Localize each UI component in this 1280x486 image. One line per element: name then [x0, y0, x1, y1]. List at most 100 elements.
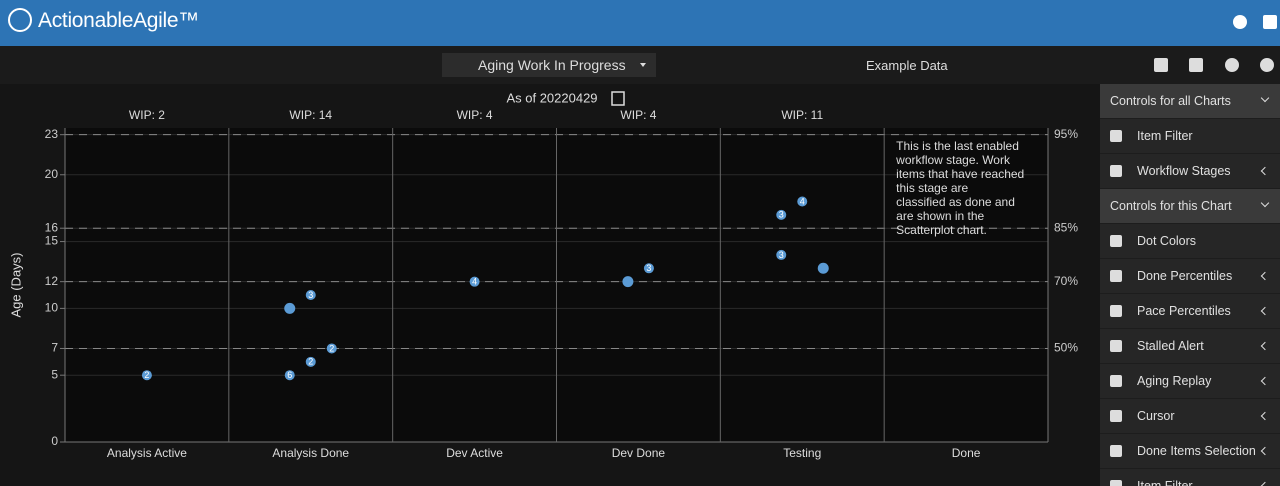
stage-label: Analysis Done — [272, 446, 349, 460]
sidebar-label: Done Items Selection — [1137, 444, 1256, 458]
sidebar-label: Item Filter — [1137, 129, 1193, 143]
sidebar-item[interactable]: Dot Colors — [1100, 224, 1280, 259]
chevron — [1260, 93, 1270, 103]
sidebar-label: Workflow Stages — [1137, 164, 1231, 178]
y-tick-label: 5 — [51, 367, 58, 381]
sidebar-section[interactable]: Controls for all Charts — [1100, 84, 1280, 119]
chevron — [1260, 166, 1270, 176]
wip-label: WIP: 4 — [620, 108, 656, 122]
dot — [326, 343, 337, 354]
dot — [776, 249, 787, 260]
chevron — [1260, 481, 1270, 486]
dot-count: 2 — [308, 357, 313, 367]
settings-icon[interactable] — [1225, 58, 1239, 72]
sidebar-label: Item Filter — [1137, 479, 1193, 486]
annotation-line: This is the last enabled — [896, 139, 1019, 153]
sidebar-label: Controls for all Charts — [1110, 94, 1231, 108]
sidebar-icon — [1110, 165, 1122, 177]
y2-tick-label: 95% — [1054, 127, 1078, 141]
dot — [622, 276, 634, 288]
annotation-line: this stage are — [896, 181, 968, 195]
stage-label: Testing — [783, 446, 821, 460]
y-tick-label: 23 — [45, 127, 59, 141]
dataset-name: Example Data — [866, 58, 948, 73]
sidebar-item[interactable]: Item Filter — [1100, 119, 1280, 154]
sidebar-item[interactable]: Aging Replay — [1100, 364, 1280, 399]
dot — [284, 370, 295, 381]
dot — [797, 196, 808, 207]
download-icon[interactable] — [1189, 58, 1203, 72]
sidebar-label: Pace Percentiles — [1137, 304, 1231, 318]
annotation-line: Scatterplot chart. — [896, 223, 987, 237]
dot-count: 3 — [779, 250, 784, 260]
y-tick-label: 16 — [45, 220, 59, 234]
dot-count: 3 — [779, 210, 784, 220]
logo-icon — [8, 8, 32, 32]
dot — [776, 209, 787, 220]
sidebar-icon — [1110, 235, 1122, 247]
sidebar-item[interactable]: Stalled Alert — [1100, 329, 1280, 364]
user-icon[interactable] — [1233, 15, 1247, 29]
y-tick-label: 20 — [45, 167, 59, 181]
sidebar-item[interactable]: Item Filter — [1100, 469, 1280, 486]
y2-tick-label: 85% — [1054, 220, 1078, 234]
sidebar-icon — [1110, 130, 1122, 142]
dot — [284, 302, 296, 314]
dot-count: 3 — [308, 290, 313, 300]
dot-count: 6 — [287, 370, 292, 380]
chart-title: As of 20220429 — [506, 90, 597, 105]
dot — [469, 276, 480, 287]
dot — [141, 370, 152, 381]
dot-count: 2 — [144, 370, 149, 380]
chevron — [1260, 341, 1270, 351]
dot — [817, 262, 829, 274]
y-tick-label: 10 — [45, 301, 59, 315]
sidebar-item[interactable]: Cursor — [1100, 399, 1280, 434]
sidebar-icon — [1110, 305, 1122, 317]
annotation-line: workflow stage. Work — [895, 153, 1011, 167]
sidebar-label: Controls for this Chart — [1110, 199, 1232, 213]
y-tick-label: 12 — [45, 274, 59, 288]
help-icon[interactable] — [1260, 58, 1274, 72]
dot-count: 4 — [800, 196, 805, 206]
y-axis-label: Age (Days) — [8, 252, 23, 317]
annotation-line: are shown in the — [896, 209, 984, 223]
logout-icon[interactable] — [1263, 15, 1277, 29]
sidebar-label: Done Percentiles — [1137, 269, 1233, 283]
annotation-line: classified as done and — [896, 195, 1015, 209]
y2-tick-label: 50% — [1054, 341, 1078, 355]
sidebar-icon — [1110, 375, 1122, 387]
sidebar-label: Stalled Alert — [1137, 339, 1204, 353]
sidebar-item[interactable]: Workflow Stages — [1100, 154, 1280, 189]
toolbar: Aging Work In Progress Example Data — [0, 46, 1280, 84]
sidebar-item[interactable]: Done Items Selection — [1100, 434, 1280, 469]
stage-label: Analysis Active — [107, 446, 187, 460]
sidebar-icon — [1110, 340, 1122, 352]
dot-count: 4 — [472, 277, 477, 287]
chevron — [1260, 411, 1270, 421]
calendar-icon — [611, 91, 625, 106]
open-icon[interactable] — [1154, 58, 1168, 72]
sidebar: Controls for all Charts Item Filter Workfl… — [1100, 84, 1280, 486]
y2-tick-label: 70% — [1054, 274, 1078, 288]
wip-label: WIP: 4 — [457, 108, 493, 122]
chevron — [1260, 446, 1270, 456]
sidebar-label: Cursor — [1137, 409, 1175, 423]
top-bar: ActionableAgile™ — [0, 0, 1280, 46]
wip-label: WIP: 14 — [289, 108, 332, 122]
logo: ActionableAgile™ — [38, 9, 199, 32]
sidebar-label: Aging Replay — [1137, 374, 1212, 388]
stage-label: Dev Done — [612, 446, 666, 460]
dot-count: 3 — [646, 263, 651, 273]
dot — [305, 356, 316, 367]
sidebar-item[interactable]: Done Percentiles — [1100, 259, 1280, 294]
sidebar-item[interactable]: Pace Percentiles — [1100, 294, 1280, 329]
view-select[interactable]: Aging Work In Progress — [442, 53, 656, 77]
sidebar-icon — [1110, 410, 1122, 422]
sidebar-section[interactable]: Controls for this Chart — [1100, 189, 1280, 224]
dot-count: 2 — [329, 343, 334, 353]
wip-label: WIP: 2 — [129, 108, 165, 122]
chevron — [1260, 271, 1270, 281]
